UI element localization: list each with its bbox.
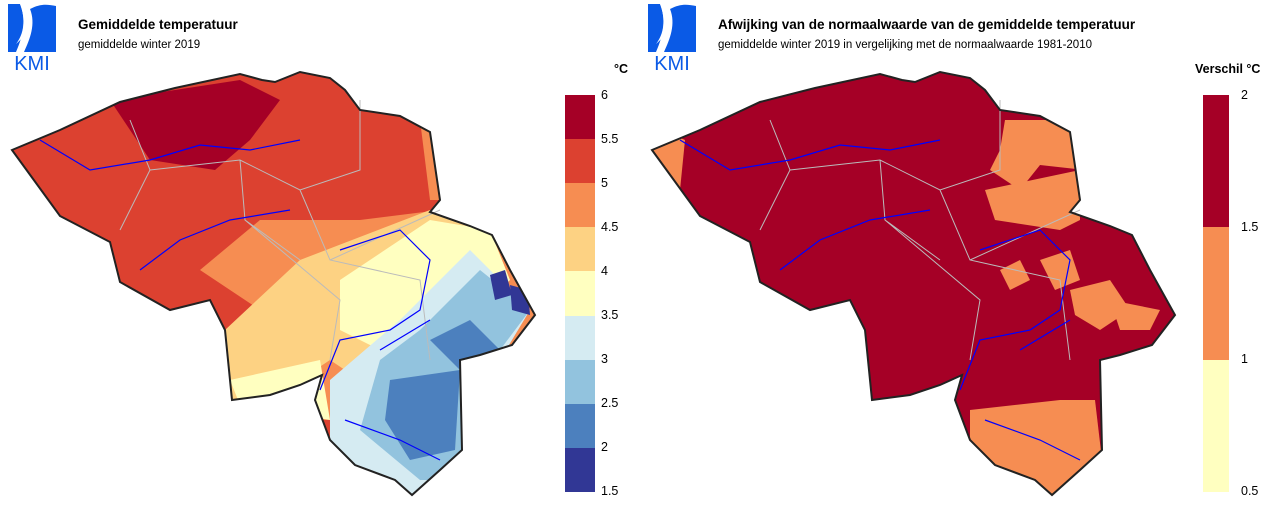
svg-text:KMI: KMI — [654, 53, 690, 72]
map-subtitle: gemiddelde winter 2019 — [78, 39, 201, 51]
legend-bin — [565, 95, 595, 140]
map-subtitle: gemiddelde winter 2019 in vergelijking m… — [718, 39, 1092, 51]
anomaly-map-panel: KMI Afwijking van de normaalwaarde van d… — [640, 0, 1280, 507]
rivers — [679, 139, 1081, 461]
legend-tick: 5 — [601, 176, 608, 190]
legend-tick: 3.5 — [601, 308, 619, 322]
legend-tick: 2 — [1241, 88, 1248, 102]
legend-tick: 1 — [1241, 352, 1248, 366]
legend-bin — [1203, 227, 1229, 360]
kmi-logo: KMI — [8, 4, 56, 72]
legend-bin — [565, 359, 595, 404]
belgium-temperature-map — [11, 71, 536, 496]
kmi-logo: KMI — [648, 4, 696, 72]
belgium-anomaly-map — [650, 70, 1177, 497]
legend-bin — [565, 183, 595, 228]
map-title: Gemiddelde temperatuur — [78, 17, 238, 32]
svg-text:KMI: KMI — [14, 53, 50, 72]
legend-bin — [565, 271, 595, 316]
legend-tick: 6 — [601, 88, 608, 102]
legend-bin — [565, 139, 595, 184]
anomaly-legend — [1203, 95, 1229, 492]
legend-tick: 4.5 — [601, 220, 619, 234]
legend-tick: 1.5 — [601, 484, 619, 498]
legend-bin — [1203, 95, 1229, 228]
legend-tick: 3 — [601, 352, 608, 366]
legend-tick: 2.5 — [601, 396, 619, 410]
map-title: Afwijking van de normaalwaarde van de ge… — [718, 17, 1136, 32]
legend-tick: 5.5 — [601, 132, 619, 146]
legend-unit: Verschil °C — [1195, 62, 1261, 76]
temperature-map-panel: KMI Gemiddelde temperatuur gemiddelde wi… — [8, 4, 629, 498]
legend-bin — [565, 447, 595, 492]
legend-bin — [565, 227, 595, 272]
legend-tick: 2 — [601, 440, 608, 454]
rivers — [39, 139, 441, 461]
legend-tick: 4 — [601, 264, 608, 278]
legend-bin — [1203, 359, 1229, 492]
legend-bin — [565, 315, 595, 360]
legend-bin — [565, 403, 595, 448]
legend-tick: 1.5 — [1241, 220, 1259, 234]
temperature-legend — [565, 95, 595, 492]
province-borders — [119, 100, 441, 361]
legend-unit: °C — [614, 62, 629, 76]
legend-tick: 0.5 — [1241, 484, 1259, 498]
province-borders — [759, 100, 1081, 361]
